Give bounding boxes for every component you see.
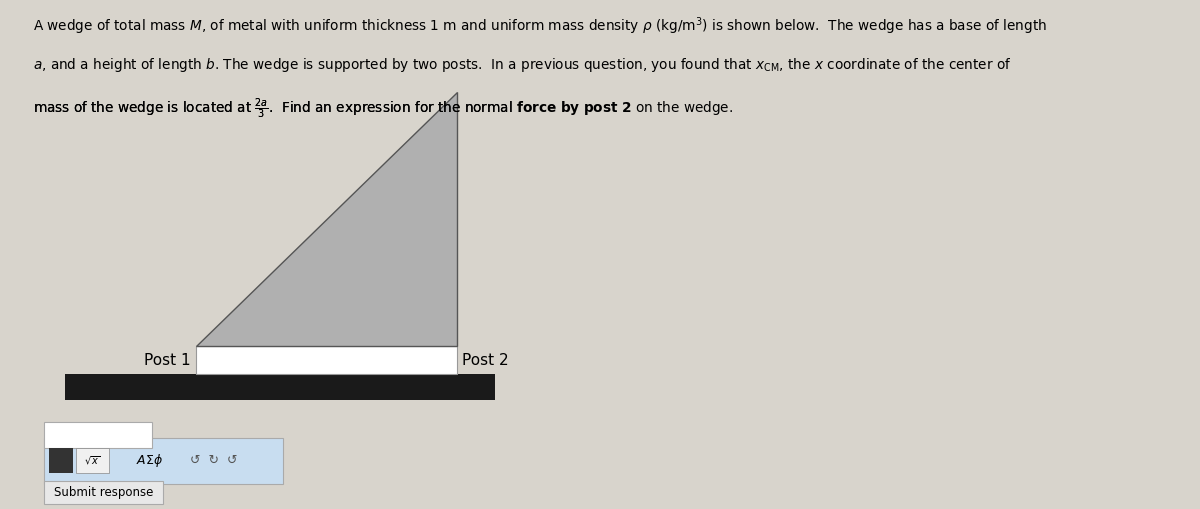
Text: Post 1: Post 1 xyxy=(144,353,191,367)
Bar xyxy=(65,374,496,400)
Text: mass of the wedge is located at $\frac{2a}{3}$.  Find an expression for the norm: mass of the wedge is located at $\frac{2… xyxy=(32,97,733,121)
Bar xyxy=(43,481,163,504)
Bar xyxy=(196,346,457,374)
Text: $a$, and a height of length $b$. The wedge is supported by two posts.  In a prev: $a$, and a height of length $b$. The wed… xyxy=(32,56,1012,74)
Text: A wedge of total mass $M$, of metal with uniform thickness 1 m and uniform mass : A wedge of total mass $M$, of metal with… xyxy=(32,15,1046,37)
Bar xyxy=(76,448,109,473)
Text: mass of the wedge is located at $\frac{2a}{3}$.  Find an expression for the norm: mass of the wedge is located at $\frac{2… xyxy=(32,97,514,121)
Bar xyxy=(49,448,73,473)
Text: Post 2: Post 2 xyxy=(462,353,509,367)
Bar xyxy=(43,422,152,448)
Text: $\sqrt{x}$: $\sqrt{x}$ xyxy=(84,455,101,467)
Text: mass of the wedge is located at $\frac{2a}{3}$.  Find an expression for the norm: mass of the wedge is located at $\frac{2… xyxy=(32,97,733,121)
Text: Submit response: Submit response xyxy=(54,486,154,499)
Bar xyxy=(43,438,283,484)
Text: $A\Sigma\phi$: $A\Sigma\phi$ xyxy=(136,452,163,469)
Polygon shape xyxy=(196,92,457,346)
Text: ↺  ↻  ↺: ↺ ↻ ↺ xyxy=(191,454,238,467)
